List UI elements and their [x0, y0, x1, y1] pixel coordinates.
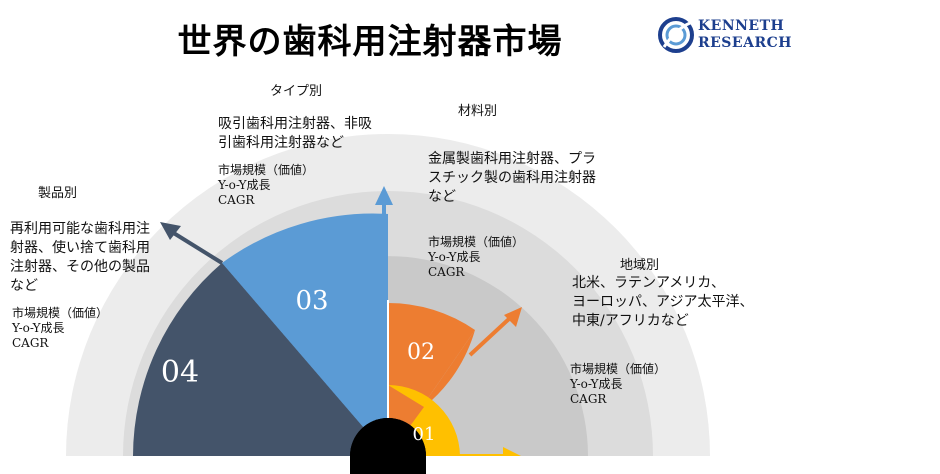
metric-yoy: Y-o-Y成長	[12, 321, 65, 335]
segment-04-heading: 製品別	[38, 186, 78, 201]
segment-number-01: 01	[413, 424, 436, 445]
region-heading: 地域別	[620, 258, 660, 273]
segment-04-desc-line: 射器、使い捨て歯科用	[10, 240, 150, 256]
segment-02-desc-line: スチック製の歯科用注射器	[428, 170, 596, 186]
region-desc-line: ヨーロッパ、アジア太平洋、	[572, 294, 754, 310]
metric-yoy: Y-o-Y成長	[428, 250, 481, 264]
segment-03-wedge	[222, 213, 388, 456]
segment-04-arrowhead	[160, 222, 181, 240]
segment-04-arrow	[170, 230, 224, 265]
segment-04-arc	[133, 263, 388, 456]
metric-cagr: CAGR	[218, 193, 255, 207]
segment-02-arrowhead	[504, 307, 522, 327]
segment-04-description: 再利用可能な歯科用注 射器、使い捨て歯科用 注射器、その他の製品 など	[10, 220, 180, 296]
segment-04-desc-line: 注射器、その他の製品	[10, 259, 150, 275]
segment-02-desc-line: 金属製歯科用注射器、プラ	[428, 151, 596, 167]
segment-03-description: 吸引歯科用注射器、非吸 引歯科用注射器など	[218, 115, 388, 153]
segment-03-heading: タイプ別	[270, 84, 323, 99]
region-desc-line: 北米、ラテンアメリカ、	[572, 275, 726, 291]
metric-cagr: CAGR	[570, 392, 607, 406]
metric-market-size: 市場規模（価値）	[570, 362, 667, 376]
segment-03-desc-line: 引歯科用注射器など	[218, 135, 344, 151]
segment-number-03: 03	[295, 286, 328, 316]
segment-02-desc-line: など	[428, 189, 456, 205]
company-logo: KENNETH RESEARCH	[658, 14, 808, 58]
segment-02-metrics: 市場規模（価値） Y-o-Y成長 CAGR	[428, 235, 524, 280]
segment-03-desc-line: 吸引歯科用注射器、非吸	[218, 116, 372, 132]
segment-number-04: 04	[161, 355, 199, 390]
metric-market-size: 市場規模（価値）	[12, 306, 109, 320]
segment-03-metrics: 市場規模（価値） Y-o-Y成長 CAGR	[218, 163, 314, 208]
baseline-mask	[0, 456, 940, 474]
segment-04-desc-line: 再利用可能な歯科用注	[10, 221, 150, 237]
logo-mark-icon	[658, 17, 694, 53]
metric-market-size: 市場規模（価値）	[428, 235, 525, 249]
segment-02-description: 金属製歯科用注射器、プラ スチック製の歯科用注射器 など	[428, 150, 628, 207]
center-hub-bottom	[350, 418, 426, 474]
logo-line-1: KENNETH	[698, 18, 785, 34]
metric-yoy: Y-o-Y成長	[570, 377, 623, 391]
segment-04-metrics: 市場規模（価値） Y-o-Y成長 CAGR	[12, 306, 108, 351]
metric-cagr: CAGR	[12, 336, 49, 350]
segment-number-02: 02	[407, 340, 435, 365]
segment-02-arrow	[468, 316, 512, 357]
region-desc-line: 中東/アフリカなど	[572, 313, 689, 329]
metric-market-size: 市場規模（価値）	[218, 163, 315, 177]
logo-line-2: RESEARCH	[698, 35, 792, 51]
page-title: 世界の歯科用注射器市場	[177, 22, 563, 62]
segment-04-desc-line: など	[10, 278, 38, 294]
region-description: 北米、ラテンアメリカ、 ヨーロッパ、アジア太平洋、 中東/アフリカなど	[572, 274, 802, 331]
segment-02-heading: 材料別	[458, 104, 498, 119]
metric-yoy: Y-o-Y成長	[218, 178, 271, 192]
region-metrics: 市場規模（価値） Y-o-Y成長 CAGR	[570, 362, 666, 407]
segment-03-arrowhead	[375, 186, 393, 205]
metric-cagr: CAGR	[428, 265, 465, 279]
